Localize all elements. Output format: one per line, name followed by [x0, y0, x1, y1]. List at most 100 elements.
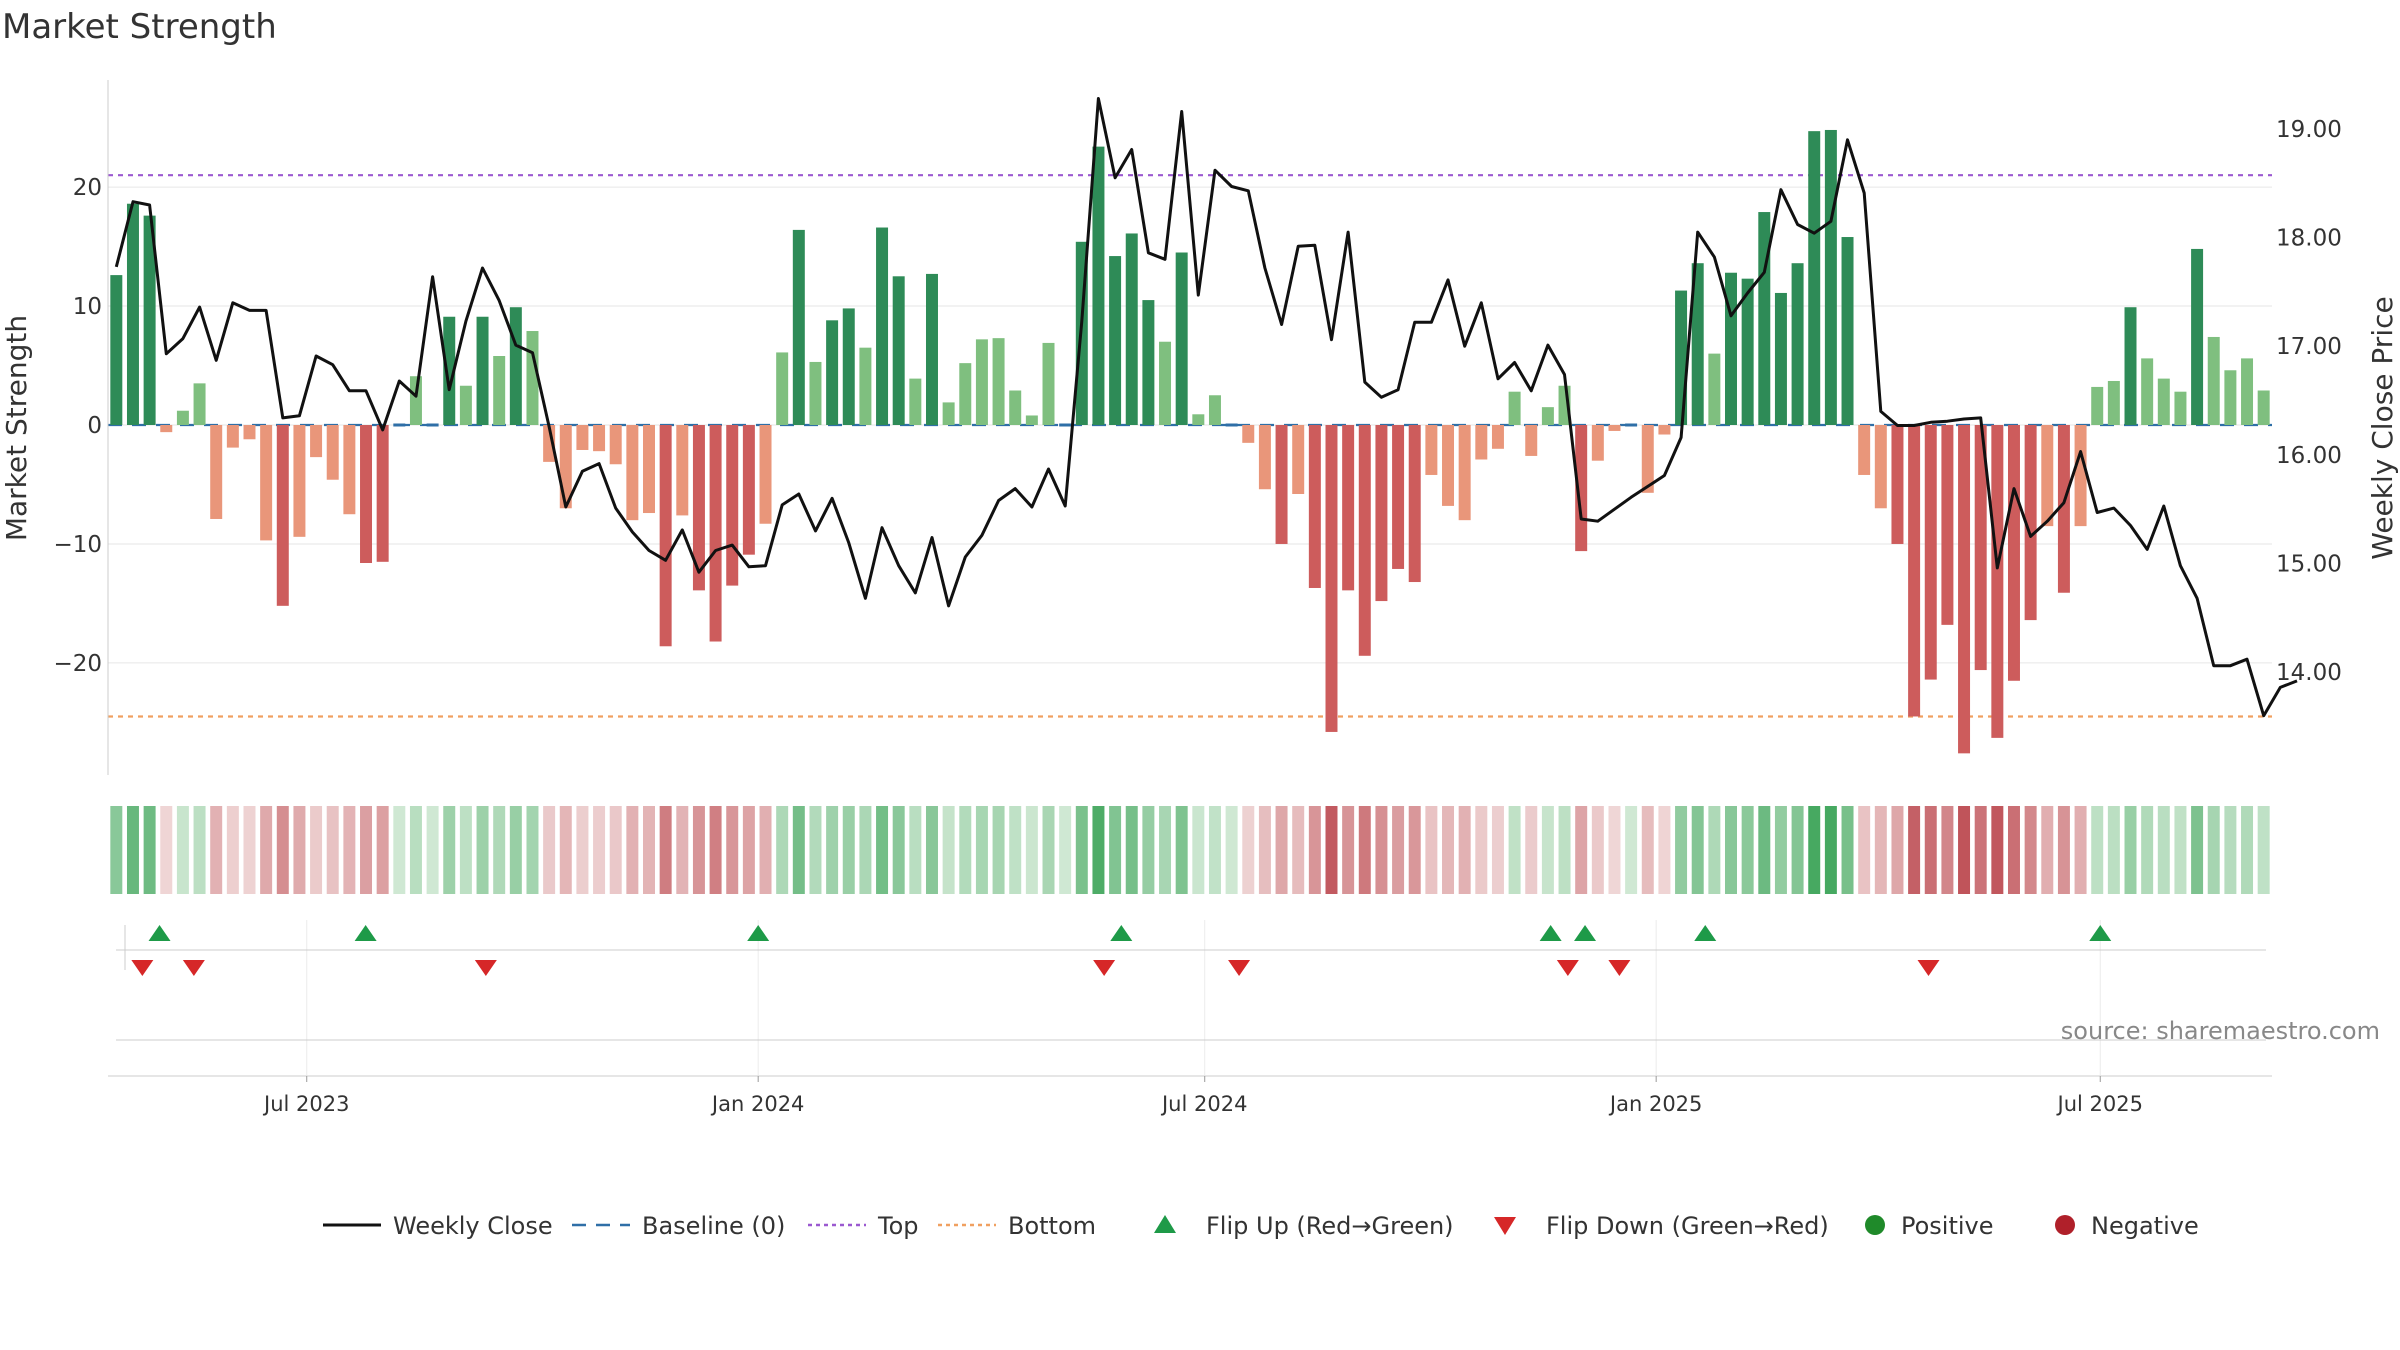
strength-bar [276, 425, 289, 606]
strength-bar [742, 425, 755, 555]
heat-cell [1658, 806, 1671, 894]
legend-item: Flip Up (Red→Green) [1154, 1212, 1454, 1240]
heat-cell [1708, 806, 1721, 894]
strength-bar [1608, 425, 1621, 431]
strength-bar [210, 425, 223, 519]
heat-cell [226, 806, 239, 894]
right-tick-label: 18.00 [2276, 226, 2342, 252]
heat-cell [143, 806, 156, 894]
strength-bar [643, 425, 655, 514]
heat-cell [925, 806, 938, 894]
flip-up-marker [747, 925, 770, 941]
heat-cell [1941, 806, 1954, 894]
heat-cell [876, 806, 889, 894]
strength-bar [1325, 425, 1338, 732]
heat-cell [676, 806, 689, 894]
strength-bar [2041, 425, 2054, 527]
heat-cell [1758, 806, 1771, 894]
heat-cell [1159, 806, 1172, 894]
heat-cell [609, 806, 622, 894]
heat-cell [2007, 806, 2020, 894]
strength-bar [360, 425, 373, 563]
heat-cell [1641, 806, 1654, 894]
strength-bar [1159, 341, 1172, 425]
heat-cell [509, 806, 522, 894]
heat-cell [260, 806, 273, 894]
heat-cell [2157, 806, 2170, 894]
strength-bar [2157, 378, 2170, 425]
heat-cell [360, 806, 373, 894]
strength-bar [293, 425, 306, 537]
heat-cell [1208, 806, 1221, 894]
strength-bar [1591, 425, 1604, 461]
heat-cell [1059, 806, 1072, 894]
heat-cell [1891, 806, 1904, 894]
strength-bar [1475, 425, 1488, 460]
heat-cell [210, 806, 223, 894]
heat-cell [809, 806, 822, 894]
flip-down-marker [1093, 960, 1116, 976]
legend-swatch [1154, 1215, 1176, 1233]
heat-cell [126, 806, 139, 894]
strength-bar [692, 425, 705, 591]
heat-cell [2257, 806, 2270, 894]
heat-cell [1575, 806, 1588, 894]
heat-cell [859, 806, 872, 894]
heat-cell [1192, 806, 1205, 894]
strength-bar [509, 307, 522, 425]
strength-bar [1142, 300, 1155, 425]
strength-bar [626, 425, 639, 521]
heat-cell [1075, 806, 1088, 894]
left-y-axis: 20 10 0 −10 −20 [53, 80, 109, 775]
strength-bar [909, 378, 922, 425]
legend-swatch [1865, 1215, 1885, 1235]
heat-cell [1824, 806, 1837, 894]
heat-cell [1325, 806, 1338, 894]
heat-cell [2024, 806, 2037, 894]
heat-cell [1741, 806, 1754, 894]
flip-markers-panel [116, 920, 2266, 1075]
strength-bar [676, 425, 689, 516]
heat-cell [1874, 806, 1887, 894]
heat-cell [526, 806, 539, 894]
strength-bar [1924, 425, 1937, 680]
heat-cell [2174, 806, 2187, 894]
strength-bar [1425, 425, 1438, 475]
strength-bar [459, 385, 472, 425]
heat-cell [1958, 806, 1971, 894]
legend-item: Positive [1865, 1212, 1994, 1240]
heat-cell [1092, 806, 1105, 894]
strength-bar [593, 425, 606, 452]
heat-cell [959, 806, 972, 894]
x-axis: Jul 2023 Jan 2024 Jul 2024 Jan 2025 Jul 2025 [108, 1075, 2272, 1116]
heat-cell [443, 806, 456, 894]
strength-bar [1558, 385, 1571, 425]
strength-bar [1791, 263, 1804, 425]
strength-bar [1258, 425, 1271, 490]
strength-bar [1192, 414, 1205, 425]
heat-cell [975, 806, 988, 894]
heat-cell [1042, 806, 1055, 894]
strength-bar [925, 273, 938, 425]
legend-label: Bottom [1008, 1212, 1096, 1240]
heat-cell [709, 806, 722, 894]
strength-bar [526, 331, 539, 425]
heat-cell [326, 806, 339, 894]
strength-bar [543, 425, 556, 462]
flip-down-marker [1608, 960, 1631, 976]
heat-cell [1442, 806, 1455, 894]
strength-bar [243, 425, 256, 440]
strength-bar [1708, 353, 1721, 425]
heat-cell [1841, 806, 1854, 894]
strength-bar [576, 425, 589, 450]
strength-bar [1109, 256, 1122, 425]
heat-cell [343, 806, 356, 894]
strength-bar [659, 425, 672, 647]
strength-bar [409, 376, 422, 425]
strength-bar [1508, 391, 1521, 425]
flip-up-marker [2089, 925, 2112, 941]
heat-cell [2191, 806, 2204, 894]
heat-cell [1808, 806, 1821, 894]
strength-bar [1242, 425, 1255, 443]
strength-bar [1841, 237, 1854, 425]
